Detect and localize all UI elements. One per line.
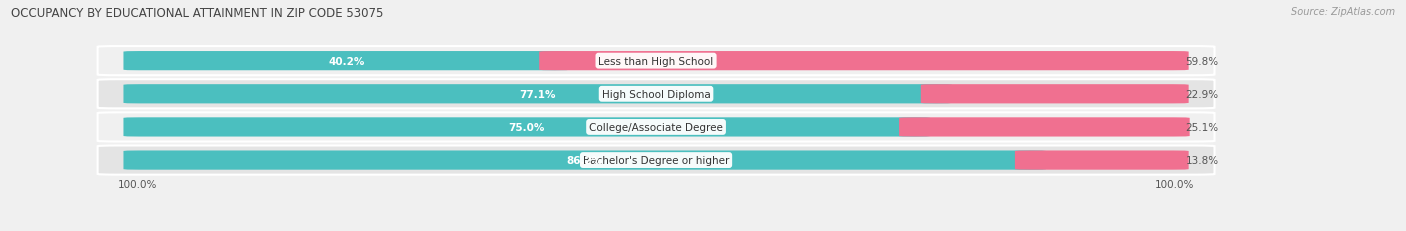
FancyBboxPatch shape [97,80,1215,109]
Text: 25.1%: 25.1% [1185,122,1219,132]
Text: 13.8%: 13.8% [1185,155,1219,165]
Text: Bachelor's Degree or higher: Bachelor's Degree or higher [583,155,730,165]
Text: 75.0%: 75.0% [509,122,546,132]
Text: 59.8%: 59.8% [1185,56,1219,66]
FancyBboxPatch shape [921,85,1188,104]
FancyBboxPatch shape [97,47,1215,76]
FancyBboxPatch shape [538,52,1188,71]
FancyBboxPatch shape [97,146,1215,175]
FancyBboxPatch shape [124,151,1046,170]
FancyBboxPatch shape [124,85,952,104]
Text: 40.2%: 40.2% [329,56,366,66]
Text: 22.9%: 22.9% [1185,89,1219,99]
Text: 100.0%: 100.0% [1154,179,1194,189]
Text: Less than High School: Less than High School [599,56,714,66]
FancyBboxPatch shape [1015,151,1188,170]
Text: 100.0%: 100.0% [118,179,157,189]
Text: Source: ZipAtlas.com: Source: ZipAtlas.com [1291,7,1395,17]
FancyBboxPatch shape [97,113,1215,142]
Text: 77.1%: 77.1% [519,89,555,99]
FancyBboxPatch shape [898,118,1189,137]
Text: 86.2%: 86.2% [567,155,603,165]
FancyBboxPatch shape [124,52,571,71]
FancyBboxPatch shape [124,118,931,137]
Text: High School Diploma: High School Diploma [602,89,710,99]
Text: OCCUPANCY BY EDUCATIONAL ATTAINMENT IN ZIP CODE 53075: OCCUPANCY BY EDUCATIONAL ATTAINMENT IN Z… [11,7,384,20]
Text: College/Associate Degree: College/Associate Degree [589,122,723,132]
